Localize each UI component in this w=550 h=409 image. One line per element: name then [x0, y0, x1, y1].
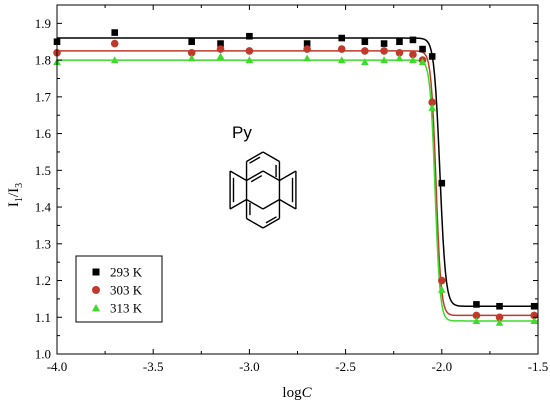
molecule-double-bond [249, 156, 261, 164]
data-point [395, 54, 404, 62]
data-point [418, 58, 427, 65]
x-axis-title: logC [282, 385, 312, 401]
data-point [395, 48, 404, 57]
data-point [419, 45, 426, 53]
x-tick-label: -1.5 [528, 359, 549, 374]
data-point [216, 45, 225, 53]
y-tick-label: 1.1 [35, 310, 51, 325]
data-point [428, 104, 436, 111]
y-tick-label: 1.6 [35, 126, 52, 141]
fit-curve [57, 37, 538, 307]
data-point [472, 311, 481, 320]
data-point [245, 47, 254, 55]
x-tick-label: -2.0 [432, 359, 453, 374]
data-point [496, 302, 503, 310]
fit-curves [57, 37, 538, 322]
data-point [303, 54, 311, 62]
data-point [438, 276, 446, 285]
data-point [361, 47, 369, 55]
x-tick-label: -3.0 [239, 359, 260, 374]
molecule-bond [262, 170, 280, 182]
molecule-bond [246, 170, 264, 182]
legend-label: 293 K [110, 265, 143, 280]
data-point [428, 53, 436, 60]
y-tick-label: 1.8 [35, 53, 51, 68]
data-point [246, 32, 253, 40]
molecule-bond [246, 217, 264, 229]
y-tick-label: 1.4 [35, 200, 52, 215]
data-point [245, 56, 254, 64]
x-tick-label: -4.0 [47, 359, 68, 374]
y-tick-label: 1.9 [35, 16, 51, 31]
data-point [361, 38, 369, 46]
molecule-bond [229, 198, 247, 210]
data-point [396, 38, 403, 46]
annotation-label: Py [232, 123, 252, 142]
pyrene-structure-icon [229, 151, 297, 229]
molecule-bond [246, 151, 264, 163]
data-point [428, 98, 436, 107]
y-axis-title: I1/I3 [6, 183, 25, 207]
fit-curve [57, 59, 538, 322]
legend: 293 K 303 K 313 K [75, 255, 163, 323]
data-point [188, 38, 195, 46]
data-point [473, 301, 480, 308]
legend-label: 303 K [110, 283, 143, 298]
molecule-bond [262, 198, 280, 210]
data-point [380, 56, 388, 64]
data-point [110, 56, 119, 64]
data-point [495, 318, 504, 326]
legend-label: 313 K [110, 301, 143, 316]
data-point [438, 285, 446, 293]
data-point [409, 50, 417, 59]
data-point [338, 34, 346, 42]
data-point [217, 40, 224, 47]
data-point [380, 40, 388, 47]
plot-frame [56, 4, 539, 355]
x-tick-label: -2.5 [335, 359, 356, 374]
x-tick-label: -3.5 [143, 359, 164, 374]
data-point [337, 45, 346, 53]
data-point [111, 29, 119, 36]
data-points [53, 29, 538, 326]
molecule-bond [279, 198, 297, 210]
legend-marker [92, 268, 100, 276]
y-tick-label: 1.7 [35, 89, 52, 104]
data-point [530, 302, 538, 310]
data-point [530, 317, 538, 324]
molecule-bond [262, 217, 280, 229]
data-point [409, 36, 417, 44]
data-point [216, 52, 225, 60]
legend-marker [92, 286, 100, 294]
data-point [409, 56, 417, 64]
y-tick-label: 1.5 [35, 163, 51, 178]
data-point [380, 47, 388, 55]
data-point [495, 313, 504, 322]
y-tick-label: 1.2 [35, 273, 51, 288]
molecule-double-bond [265, 216, 277, 224]
data-point [361, 58, 369, 65]
molecule-bond [262, 151, 280, 163]
data-point [110, 39, 119, 48]
legend-marker [91, 303, 101, 312]
molecule-bond [279, 170, 297, 182]
legend-box [75, 255, 163, 323]
y-tick-label: 1.0 [35, 347, 51, 362]
data-point [187, 54, 196, 62]
molecule-double-bond [250, 175, 263, 183]
fit-curve [57, 50, 538, 317]
data-point [303, 45, 311, 53]
data-point [438, 179, 446, 187]
molecule-bond [246, 198, 264, 210]
data-point [337, 56, 346, 64]
y-tick-label: 1.3 [35, 236, 51, 251]
data-point [187, 48, 196, 57]
data-point [303, 40, 311, 47]
data-point [472, 317, 481, 324]
molecule-bond [229, 170, 247, 182]
